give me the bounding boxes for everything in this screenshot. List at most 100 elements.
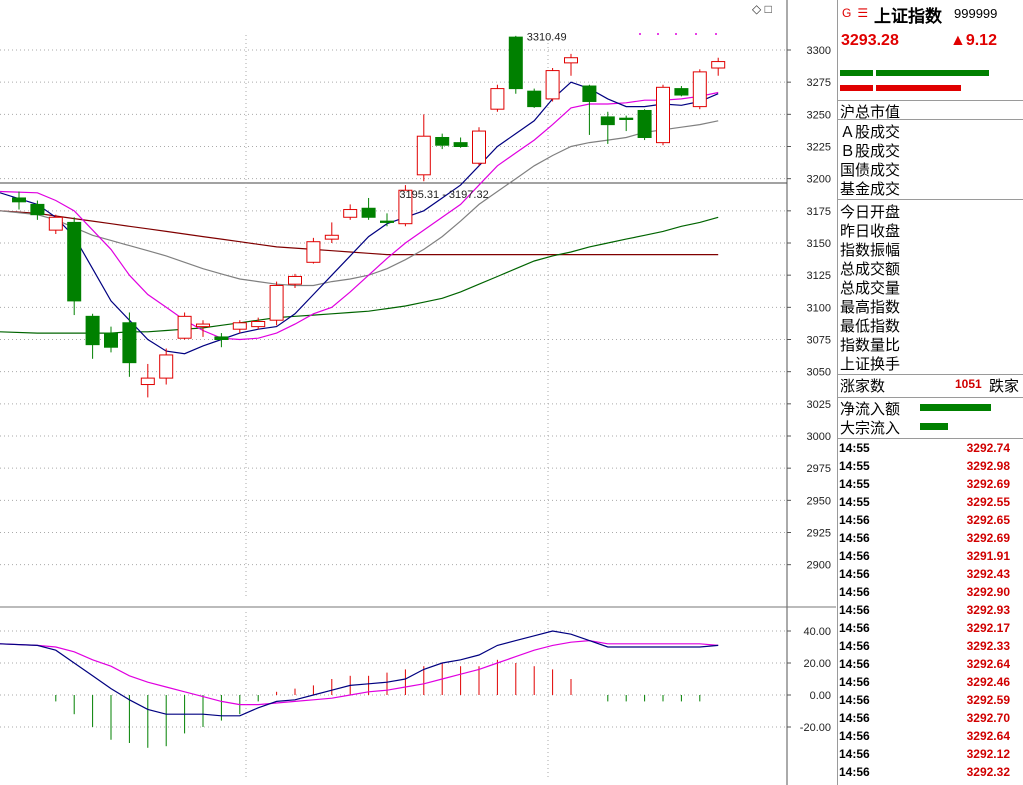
tick-price: 3292.17: [966, 621, 1010, 635]
y-tick-label: 3000: [807, 431, 831, 443]
candle: [159, 354, 174, 379]
current-price: 3293.28: [841, 32, 899, 49]
candle: [416, 135, 431, 176]
chart-area[interactable]: 3300 3275 3250 3225 3200 3175 3150 3125 3100 3075…: [0, 0, 836, 785]
tick-time: 14:55: [839, 495, 870, 509]
candle: [85, 315, 100, 346]
quote-panel: G ☰ 上证指数 999999 3293.28 ▲9.12 沪总市值 Ａ股成交 Ｂ股成…: [837, 0, 1023, 785]
panel-label: 净流入额: [840, 401, 901, 418]
panel-label: 沪总市值: [840, 104, 901, 121]
square-icon[interactable]: □: [764, 2, 772, 16]
price-annotation: 3195.31 - 3197.32: [399, 189, 488, 201]
tick-price: 3292.33: [966, 639, 1010, 653]
y-tick-label: 3300: [807, 45, 831, 57]
panel-label: 最低指数: [840, 318, 901, 335]
tick-time: 14:56: [839, 675, 870, 689]
macd-y-tick-label: 40.00: [803, 626, 831, 638]
volume-bar-green-2: [876, 70, 989, 76]
y-tick-label: 3025: [807, 399, 831, 411]
panel-label: 基金成交: [840, 181, 901, 198]
tick-price: 3292.12: [966, 747, 1010, 761]
panel-label: 上证换手: [840, 356, 901, 373]
candle: [490, 88, 505, 110]
candle: [545, 70, 560, 100]
tick-time: 14:56: [839, 621, 870, 635]
chart-svg[interactable]: 3300 3275 3250 3225 3200 3175 3150 3125 3100 3075…: [0, 0, 836, 785]
index-code: 999999: [954, 6, 998, 21]
candle: [600, 116, 615, 126]
y-tick-label: 3225: [807, 142, 831, 154]
panel-label: 国债成交: [840, 162, 901, 179]
candle: [324, 234, 339, 240]
tick-price: 3292.55: [966, 495, 1010, 509]
panel-label: Ａ股成交: [840, 124, 901, 141]
candle: [472, 130, 486, 164]
y-tick-label: 3075: [807, 335, 831, 347]
chart-controls: ◇ □: [752, 2, 772, 16]
marker-dot: [657, 33, 659, 35]
y-tick-label: 3100: [807, 302, 831, 314]
tick-price: 3292.93: [966, 603, 1010, 617]
tick-price: 3291.91: [966, 549, 1010, 563]
tick-time: 14:56: [839, 639, 870, 653]
candle: [398, 189, 413, 225]
y-tick-label: 2925: [807, 528, 831, 540]
block-inflow-bar: [920, 423, 948, 430]
tick-time: 14:56: [839, 567, 870, 581]
tick-price: 3292.59: [966, 693, 1010, 707]
candle: [177, 315, 192, 339]
candle: [122, 322, 137, 364]
candle: [674, 88, 689, 96]
macd-dea-line: [0, 639, 719, 706]
tick-time: 14:56: [839, 657, 870, 671]
candle: [48, 216, 63, 231]
ma60-line: [0, 216, 719, 334]
updown-count: 1051: [955, 377, 982, 391]
updown-label: 跌家: [989, 378, 1020, 395]
price-annotation: 3310.49: [527, 32, 567, 44]
candle: [232, 322, 247, 330]
tick-time: 14:56: [839, 549, 870, 563]
candle: [269, 284, 284, 321]
marker-dot: [715, 33, 717, 35]
candle: [656, 86, 670, 144]
candle: [104, 332, 118, 348]
ma10-line: [0, 91, 719, 341]
tick-time: 14:56: [839, 531, 870, 545]
volume-bar-green-1: [840, 70, 873, 76]
ma120-line: [0, 210, 719, 256]
candle: [619, 117, 634, 120]
tick-time: 14:55: [839, 459, 870, 473]
ma20-line: [0, 120, 719, 287]
tick-time: 14:56: [839, 693, 870, 707]
tick-time: 14:56: [839, 747, 870, 761]
candle: [435, 136, 450, 146]
tick-time: 14:56: [839, 711, 870, 725]
volume-bar-red-2: [876, 85, 961, 91]
diamond-icon[interactable]: ◇: [752, 2, 762, 16]
panel-label: 指数振幅: [840, 242, 901, 259]
tick-price: 3292.43: [966, 567, 1010, 581]
panel-label: 总成交量: [840, 280, 901, 297]
tick-price: 3292.69: [966, 477, 1010, 491]
panel-label: 总成交额: [840, 261, 901, 278]
menu-icon[interactable]: ☰: [857, 6, 869, 20]
y-tick-label: 3275: [807, 77, 831, 89]
y-tick-label: 3200: [807, 174, 831, 186]
tick-price: 3292.32: [966, 765, 1010, 779]
panel-label: 大宗流入: [840, 420, 901, 437]
quote-header: G ☰ 上证指数 999999: [838, 0, 1023, 32]
g-icon[interactable]: G: [842, 6, 852, 20]
candle: [380, 220, 394, 223]
panel-label: 涨家数: [840, 378, 886, 395]
panel-label: 最高指数: [840, 299, 901, 316]
tick-price: 3292.46: [966, 675, 1010, 689]
marker-dot: [639, 33, 641, 35]
tick-price: 3292.74: [966, 441, 1010, 455]
candle: [30, 203, 45, 216]
macd-y-tick-label: 0.00: [810, 690, 831, 702]
y-tick-label: 3050: [807, 367, 831, 379]
candle: [527, 90, 542, 108]
tick-price: 3292.90: [966, 585, 1010, 599]
y-tick-label: 2900: [807, 560, 831, 572]
